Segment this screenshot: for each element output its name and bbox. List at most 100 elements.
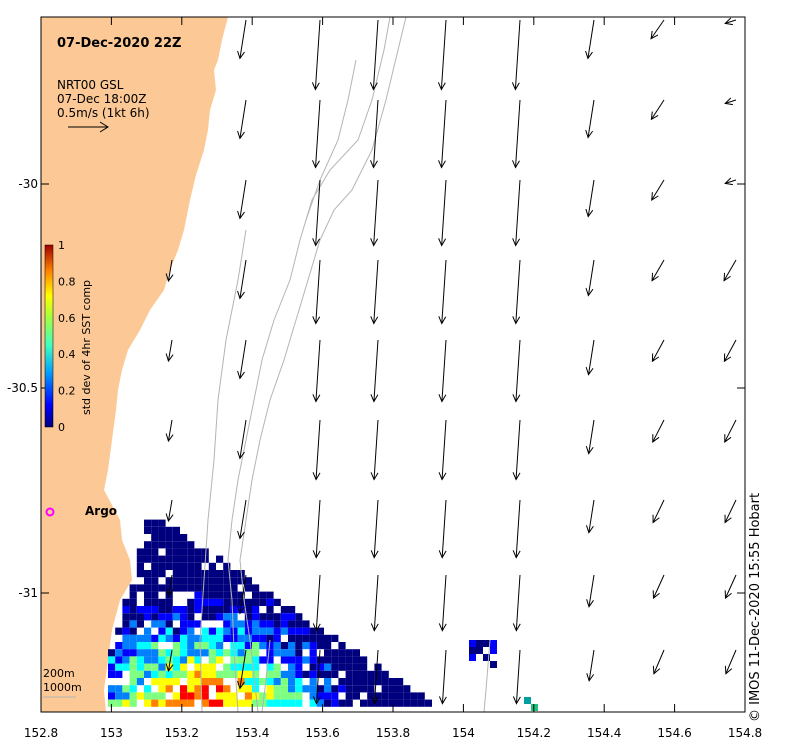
sst-pixel (324, 678, 332, 686)
current-arrow (437, 19, 447, 91)
current-arrow (312, 649, 321, 705)
current-arrow (586, 574, 595, 608)
sst-pixel (388, 699, 396, 707)
sst-pixel (273, 663, 281, 671)
current-arrow (370, 339, 379, 403)
sst-pixel (352, 670, 360, 678)
sst-pixel (345, 692, 353, 700)
sst-pixel (180, 548, 188, 556)
bathymetry-contours (199, 16, 491, 713)
sst-pixel (158, 692, 166, 700)
sst-pixel (259, 620, 267, 628)
sst-pixel (151, 555, 159, 563)
sst-pixel (237, 627, 245, 635)
sst-pixel (524, 697, 531, 704)
sst-pixel (309, 656, 317, 664)
sst-pixel (295, 627, 303, 635)
sst-pixel (158, 699, 166, 707)
sst-pixel (244, 577, 252, 585)
argo-marker (45, 507, 55, 517)
sst-pixel (223, 634, 231, 642)
sst-pixel (381, 670, 389, 678)
sst-pixel (288, 656, 296, 664)
sst-pixel (273, 692, 281, 700)
sst-pixel (165, 577, 173, 585)
sst-pixel (172, 577, 180, 585)
x-tick-label: 154.6 (657, 726, 691, 740)
sst-pixel (288, 685, 296, 693)
sst-pixel (331, 670, 339, 678)
sst-pixel (136, 570, 144, 578)
sst-pixel (194, 591, 202, 599)
current-arrow (311, 19, 321, 91)
sst-pixel (280, 613, 288, 621)
sst-pixel (151, 634, 159, 642)
sst-pixel (144, 584, 152, 592)
sst-pixel (180, 649, 188, 657)
colorbar (44, 244, 54, 428)
sst-pixel (180, 620, 188, 628)
sst-pixel (129, 642, 137, 650)
current-arrow (312, 179, 321, 247)
sst-pixel (252, 591, 260, 599)
sst-pixel (129, 598, 137, 606)
sst-pixel (352, 656, 360, 664)
sst-pixel (223, 649, 231, 657)
sst-pixel (352, 685, 360, 693)
sst-pixel (165, 548, 173, 556)
current-arrow (370, 259, 379, 325)
sst-pixel (129, 656, 137, 664)
sst-pixel (165, 649, 173, 657)
x-tick-label: 154.4 (587, 726, 621, 740)
sst-pixel (345, 663, 353, 671)
sst-pixel (230, 620, 238, 628)
sst-pixel (280, 685, 288, 693)
sst-pixel (237, 634, 245, 642)
x-tick-label: 153.4 (235, 726, 269, 740)
sst-pixel (345, 678, 353, 686)
sst-pixel (165, 598, 173, 606)
sst-pixel (223, 670, 231, 678)
sst-pixel (136, 548, 144, 556)
sst-pixel (273, 598, 281, 606)
sst-pixel (252, 678, 260, 686)
sst-pixel (331, 699, 339, 707)
sst-pixel (476, 640, 483, 647)
sst-pixel (309, 663, 317, 671)
sst-pixel (144, 577, 152, 585)
sst-pixel (151, 526, 159, 534)
sst-pixel (266, 663, 274, 671)
sst-pixel (201, 570, 209, 578)
sst-pixel (223, 577, 231, 585)
sst-pixel (180, 634, 188, 642)
sst-pixel (172, 663, 180, 671)
sst-pixel (208, 634, 216, 642)
sst-pixel (194, 606, 202, 614)
sst-pixel (194, 685, 202, 693)
sst-pixel (309, 699, 317, 707)
sst-pixel (158, 627, 166, 635)
sst-pixel (158, 670, 166, 678)
sst-pixel (122, 663, 130, 671)
sst-pixel (136, 692, 144, 700)
sst-pixel (187, 656, 195, 664)
sst-pixel (108, 685, 116, 693)
current-arrow (237, 339, 247, 380)
sst-pixel (374, 699, 382, 707)
sst-pixel (223, 699, 231, 707)
sst-pixel (187, 570, 195, 578)
current-arrow (512, 259, 521, 325)
sst-pixel (201, 685, 209, 693)
sst-pixel (223, 692, 231, 700)
sst-pixel (381, 692, 389, 700)
sst-pixel (151, 584, 159, 592)
sst-pixel (194, 555, 202, 563)
current-arrow (438, 499, 447, 559)
current-arrow (652, 649, 665, 675)
current-arrow (585, 19, 595, 60)
sst-pixel (374, 678, 382, 686)
sst-pixel (208, 598, 216, 606)
sst-pixel (273, 620, 281, 628)
sst-pixel (158, 678, 166, 686)
current-arrow (585, 259, 595, 297)
